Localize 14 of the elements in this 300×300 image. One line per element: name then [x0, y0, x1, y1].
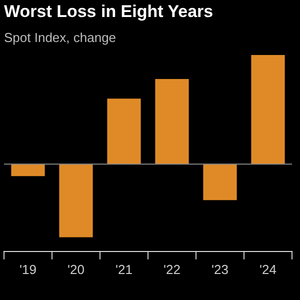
x-tick-label: '21 — [116, 262, 132, 277]
bar — [155, 79, 189, 164]
x-tick-label: '23 — [212, 262, 228, 277]
bar — [11, 164, 45, 176]
x-tick-label: '19 — [20, 262, 36, 277]
bar — [203, 164, 237, 200]
x-tick-label: '22 — [164, 262, 180, 277]
chart-title: Worst Loss in Eight Years — [4, 2, 214, 22]
x-tick-label: '24 — [260, 262, 276, 277]
chart-subtitle: Spot Index, change — [4, 30, 118, 45]
bar — [251, 55, 285, 164]
x-tick-label: '20 — [68, 262, 84, 277]
bar — [59, 164, 93, 238]
bar — [107, 98, 141, 164]
